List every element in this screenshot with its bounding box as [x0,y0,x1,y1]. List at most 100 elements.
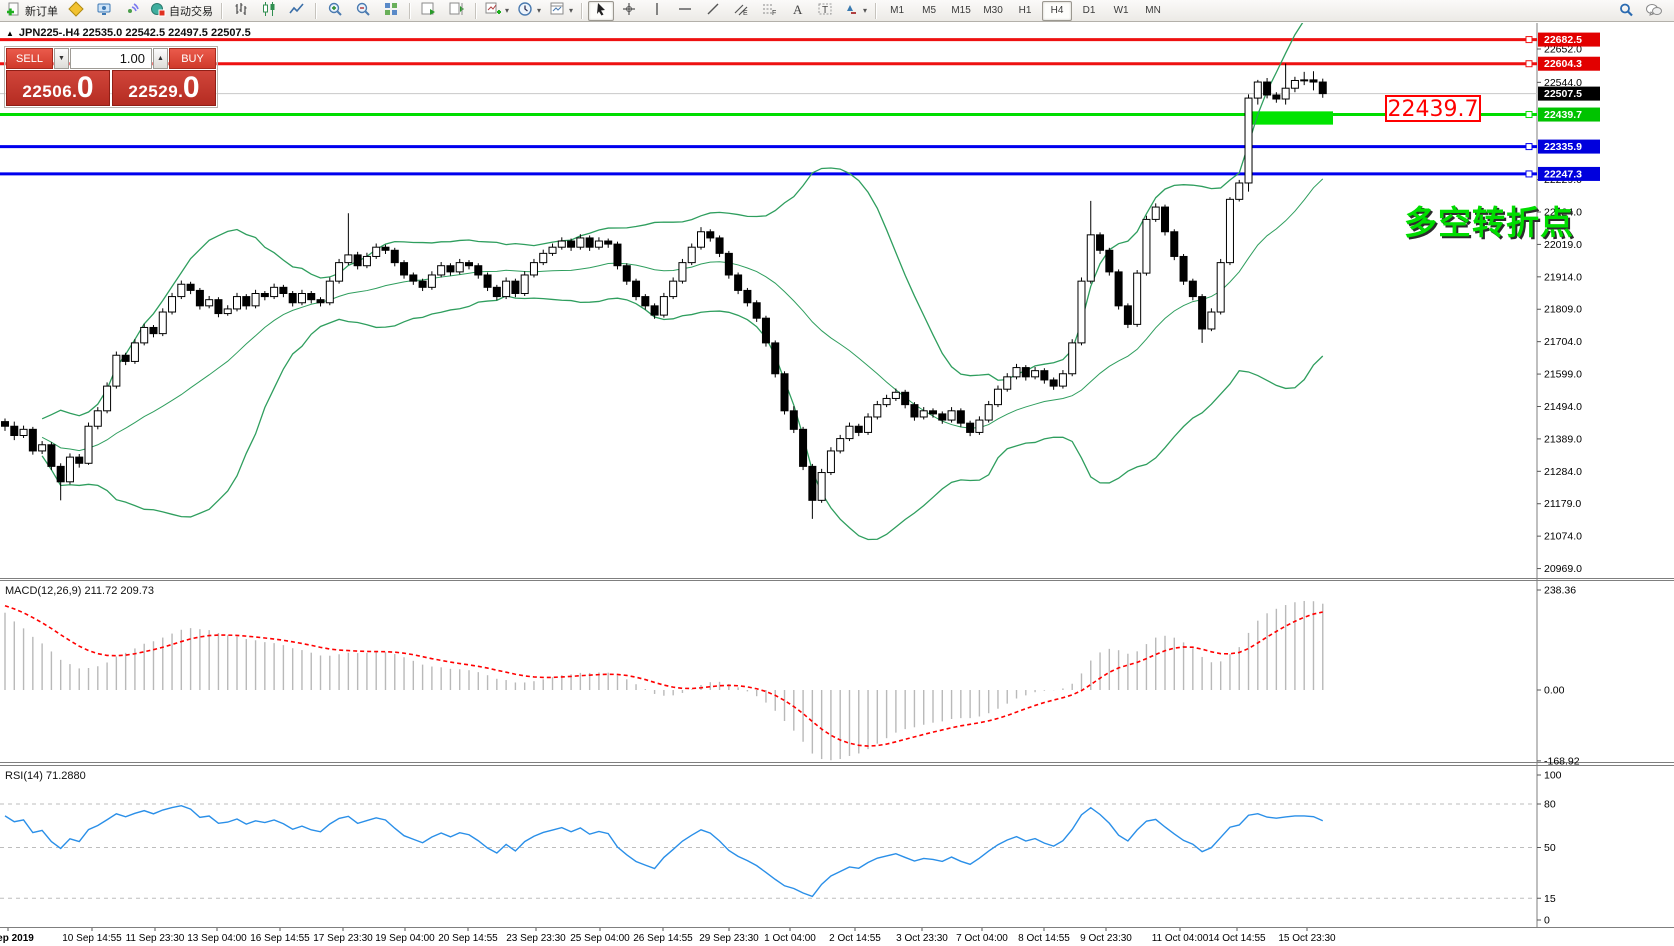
bull-candle [344,254,353,264]
bear-candle [901,391,910,406]
timeframe-m30-button[interactable]: M30 [983,5,1003,16]
bear-candle [288,292,297,304]
price-axis[interactable]: 22652.022544.022229.022124.022019.021914… [1537,32,1600,927]
dropdown-caret-icon[interactable]: ▾ [863,6,868,15]
sell-button[interactable]: SELL [6,48,53,69]
auto-scroll-button[interactable] [416,1,442,21]
bear-candle [1309,79,1318,83]
timeframe-w1-button[interactable]: W1 [1113,5,1129,16]
bear-candle [1040,370,1049,381]
bear-candle [242,296,251,307]
bear-candle [1170,231,1179,257]
rsi-tick-label: 100 [1544,770,1562,782]
candlestick-chart-button[interactable] [256,1,282,21]
bull-candle [437,265,446,276]
indicators-icon [485,1,501,20]
timeframe-h4-button[interactable]: H4 [1042,0,1073,21]
panel-collapse-icon[interactable]: ▲ [6,28,14,38]
bear-candle [771,342,780,375]
buy-price-display[interactable]: 22529 . 0 [112,70,216,106]
timeframe-d1-button[interactable]: D1 [1082,5,1096,16]
new-order-button[interactable]: 新订单 [3,1,61,21]
line-handle[interactable] [1525,60,1533,68]
line-handle[interactable] [1525,111,1533,119]
timeframe-m1-button[interactable]: M1 [890,5,905,16]
price-badge [1538,86,1600,101]
bull-candle [158,311,167,335]
bull-candle [687,246,696,264]
arrows-button[interactable]: ▾ [840,1,870,21]
volume-decrease-button[interactable]: ▼ [54,48,69,69]
chat-button[interactable] [1641,1,1667,21]
cursor-button[interactable] [588,0,615,21]
chart-text-annotation[interactable]: 多空转折点 [1404,204,1574,241]
bear-candle [195,289,204,307]
bear-candle [307,292,316,301]
line-handle[interactable] [1525,170,1533,178]
zoom-in-button[interactable] [322,1,348,21]
macd-tick-label: 0.00 [1544,685,1565,697]
vertical-line-button[interactable] [644,1,670,21]
bear-candle [1198,296,1207,330]
search-button[interactable] [1613,1,1639,21]
bull-candle [1225,198,1234,264]
autotrading-button[interactable]: 自动交易 [147,1,216,21]
templates-button[interactable]: ▾ [546,1,576,21]
timeframe-m15-button[interactable]: M15 [951,5,971,16]
metaquotes-button[interactable] [63,1,89,21]
auto-scroll-icon [421,1,437,20]
volume-increase-button[interactable]: ▲ [153,48,168,69]
bull-candle [845,425,854,440]
price-tick-label: 22544.0 [1544,77,1582,89]
bear-candle [279,286,288,294]
indicators-button[interactable]: ▾ [482,1,512,21]
time-tick-label: 8 Oct 14:55 [1018,933,1070,944]
line-chart-button[interactable] [284,1,310,21]
text-label-icon: T [817,1,833,20]
volume-input[interactable]: 1.00 [70,48,152,69]
level-price-label[interactable]: 22439.7 [1385,95,1481,122]
toolbar: 新订单 自动交易 ▾ ▾ ▾ E F A T ▾ M1 M5 M15 M30 H1 H4 D1 W1 MN [0,0,1674,22]
zoom-out-button[interactable] [350,1,376,21]
chart-shift-button[interactable] [444,1,470,21]
timeframe-h1-button[interactable]: H1 [1018,5,1032,16]
horizontal-line-button[interactable] [672,1,698,21]
signals-button[interactable] [119,1,145,21]
dropdown-caret-icon[interactable]: ▾ [537,6,542,15]
time-tick-label: 2 Oct 14:55 [829,933,881,944]
toolbar-separator [409,2,411,19]
channel-button[interactable]: E [728,1,754,21]
bear-candle [1105,249,1114,273]
market-button[interactable] [91,1,117,21]
periods-button[interactable]: ▾ [514,1,544,21]
highlight-rectangle-object[interactable] [1245,111,1333,125]
sell-price-display[interactable]: 22506 . 0 [6,70,110,106]
rsi-line [4,804,1324,898]
price-tick-label: 21914.0 [1544,271,1582,283]
time-tick-label: 9 Oct 23:30 [1080,933,1132,944]
text-label-button[interactable]: T [812,1,838,21]
line-handle[interactable] [1525,36,1533,44]
bull-candle [919,410,928,418]
fibonacci-button[interactable]: F [756,1,782,21]
bull-candle [882,397,891,406]
bull-candle [1012,367,1021,378]
text-button[interactable]: A [784,1,810,21]
bear-candle [650,305,659,316]
bar-chart-button[interactable] [228,1,254,21]
crosshair-button[interactable] [616,1,642,21]
line-handle[interactable] [1525,143,1533,151]
text-icon: A [789,1,805,20]
dropdown-caret-icon[interactable]: ▾ [569,6,574,15]
timeframe-mn-button[interactable]: MN [1145,5,1161,16]
trendline-button[interactable] [700,1,726,21]
bull-candle [1031,370,1040,378]
tile-windows-button[interactable] [378,1,404,21]
price-badge [1538,56,1600,71]
dropdown-caret-icon[interactable]: ▾ [505,6,510,15]
timeframe-m5-button[interactable]: M5 [922,5,937,16]
macd-pane [4,600,1324,761]
buy-button[interactable]: BUY [169,48,216,69]
